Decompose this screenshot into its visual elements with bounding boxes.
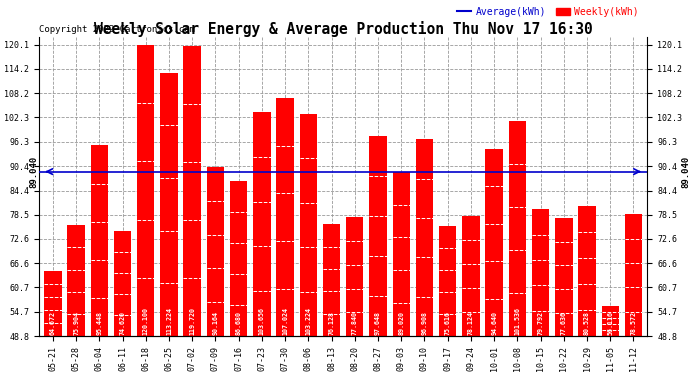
Bar: [346, 217, 364, 336]
Text: 119.720: 119.720: [189, 307, 195, 335]
Text: 94.640: 94.640: [491, 311, 497, 335]
Text: 101.536: 101.536: [514, 307, 520, 335]
Text: 74.620: 74.620: [119, 311, 126, 335]
Bar: [253, 112, 270, 336]
Bar: [299, 114, 317, 336]
Bar: [509, 120, 526, 336]
Bar: [184, 46, 201, 336]
Text: 64.672: 64.672: [50, 311, 56, 335]
Text: 78.572: 78.572: [631, 311, 636, 335]
Bar: [90, 146, 108, 336]
Bar: [416, 140, 433, 336]
Bar: [624, 214, 642, 336]
Bar: [207, 167, 224, 336]
Text: 86.680: 86.680: [236, 311, 241, 335]
Bar: [602, 306, 619, 336]
Text: 56.116: 56.116: [607, 311, 613, 335]
Text: 79.792: 79.792: [538, 311, 544, 335]
Text: 103.656: 103.656: [259, 307, 265, 335]
Text: 76.128: 76.128: [328, 311, 335, 335]
Bar: [555, 218, 573, 336]
Bar: [230, 181, 247, 336]
Bar: [532, 209, 549, 336]
Text: 96.908: 96.908: [422, 311, 427, 335]
Text: 77.840: 77.840: [352, 311, 358, 335]
Bar: [68, 225, 85, 336]
Text: 75.616: 75.616: [444, 311, 451, 335]
Bar: [369, 136, 386, 336]
Text: 89.020: 89.020: [398, 311, 404, 335]
Bar: [137, 45, 155, 336]
Text: 75.904: 75.904: [73, 311, 79, 335]
Bar: [44, 271, 61, 336]
Text: 113.224: 113.224: [166, 307, 172, 335]
Text: 95.448: 95.448: [97, 311, 102, 335]
Bar: [323, 224, 340, 336]
Bar: [393, 172, 410, 336]
Bar: [114, 231, 131, 336]
Text: Copyright 2022 Cartronics.com: Copyright 2022 Cartronics.com: [39, 25, 195, 34]
Bar: [160, 73, 177, 336]
Legend: Average(kWh), Weekly(kWh): Average(kWh), Weekly(kWh): [453, 3, 642, 21]
Title: Weekly Solar Energy & Average Production Thu Nov 17 16:30: Weekly Solar Energy & Average Production…: [94, 21, 593, 37]
Text: 80.528: 80.528: [584, 311, 590, 335]
Text: 89.040: 89.040: [29, 156, 38, 188]
Text: 78.124: 78.124: [468, 311, 474, 335]
Bar: [578, 206, 595, 336]
Bar: [486, 149, 503, 336]
Bar: [439, 226, 456, 336]
Bar: [277, 98, 294, 336]
Text: 90.164: 90.164: [213, 311, 219, 335]
Text: 107.024: 107.024: [282, 307, 288, 335]
Text: 97.648: 97.648: [375, 311, 381, 335]
Text: 89.040: 89.040: [681, 156, 690, 188]
Text: 103.224: 103.224: [305, 307, 311, 335]
Bar: [462, 216, 480, 336]
Text: 77.636: 77.636: [561, 311, 566, 335]
Text: 120.100: 120.100: [143, 307, 149, 335]
